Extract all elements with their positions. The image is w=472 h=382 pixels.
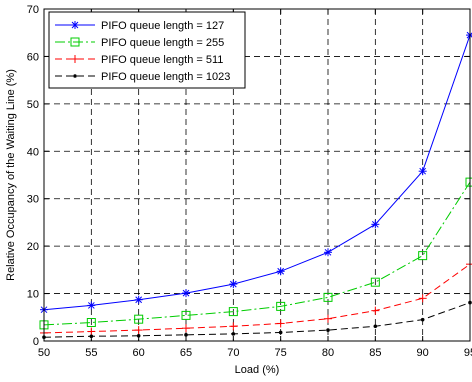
- data-point: [323, 292, 333, 302]
- series-line: [43, 181, 471, 326]
- data-point: [182, 324, 190, 333]
- series-2: [39, 177, 472, 330]
- axis-ticks: 50 55 60 65 70 75 80 85 90 95 0 10 20 30 40 50 60 70: [27, 4, 472, 359]
- y-tick-label: 30: [27, 194, 39, 206]
- data-point: [276, 267, 285, 276]
- data-point: [87, 327, 96, 336]
- x-tick-label: 55: [85, 347, 97, 359]
- series-line: [43, 302, 471, 338]
- x-tick-label: 80: [322, 347, 334, 359]
- data-point: [373, 324, 378, 329]
- y-tick-label: 60: [27, 51, 39, 63]
- legend-entry: PIFO queue length = 255: [55, 37, 224, 49]
- data-point: [229, 322, 238, 331]
- x-tick-label: 95: [464, 347, 472, 359]
- plot-frame: [43, 8, 471, 342]
- x-tick-label: 60: [133, 347, 145, 359]
- x-tick-label: 75: [275, 347, 287, 359]
- x-tick-label: 50: [38, 347, 50, 359]
- legend-entry: PIFO queue length = 511: [55, 54, 223, 66]
- data-point: [465, 177, 472, 187]
- data-point: [371, 306, 380, 315]
- data-point: [420, 317, 425, 322]
- data-point: [418, 294, 427, 303]
- y-tick-label: 10: [27, 289, 39, 301]
- data-point: [184, 333, 188, 337]
- legend-marker: [71, 55, 79, 63]
- data-point: [418, 251, 428, 261]
- data-point: [326, 328, 330, 332]
- series-line: [43, 34, 471, 311]
- data-point: [134, 326, 143, 335]
- data-point: [418, 167, 427, 176]
- y-tick-label: 0: [33, 336, 39, 348]
- data-point: [136, 333, 141, 338]
- data-point: [231, 332, 236, 336]
- data-point: [229, 280, 238, 289]
- data-point: [324, 248, 332, 257]
- legend: PIFO queue length = 127 PIFO queue length…: [48, 11, 246, 89]
- data-point: [324, 314, 332, 323]
- y-tick-label: 20: [27, 241, 39, 253]
- data-point: [87, 301, 96, 310]
- data-point: [371, 220, 380, 229]
- data-point: [181, 310, 191, 320]
- legend-entry: PIFO queue length = 1023: [55, 71, 230, 83]
- legend-marker: [70, 37, 80, 47]
- data-point: [86, 318, 96, 328]
- data-point: [278, 330, 283, 335]
- x-tick-label: 90: [417, 347, 429, 359]
- series-3: [40, 260, 472, 337]
- x-tick-label: 70: [227, 347, 239, 359]
- series-4: [42, 300, 472, 340]
- legend-entry: PIFO queue length = 127: [55, 20, 224, 32]
- data-point: [370, 277, 380, 287]
- data-point: [276, 301, 286, 311]
- x-axis-label: Load (%): [235, 364, 280, 376]
- data-point: [134, 314, 144, 324]
- data-point: [182, 289, 190, 298]
- data-point: [276, 319, 285, 328]
- series-line: [43, 263, 471, 334]
- series-group: [39, 31, 472, 340]
- x-tick-label: 85: [369, 347, 381, 359]
- legend-label: PIFO queue length = 255: [101, 37, 224, 49]
- data-point: [228, 307, 238, 317]
- y-tick-label: 40: [27, 146, 39, 158]
- legend-label: PIFO queue length = 127: [101, 20, 224, 32]
- y-axis-label: Relative Occupancy of the Waiting Line (…: [5, 69, 17, 281]
- legend-label: PIFO queue length = 511: [101, 54, 223, 66]
- legend-marker: [71, 21, 79, 29]
- data-point: [134, 295, 143, 304]
- legend-marker: [73, 74, 77, 78]
- y-tick-label: 70: [27, 4, 39, 16]
- x-tick-label: 65: [180, 347, 192, 359]
- y-tick-label: 50: [27, 99, 39, 111]
- legend-label: PIFO queue length = 1023: [101, 71, 230, 83]
